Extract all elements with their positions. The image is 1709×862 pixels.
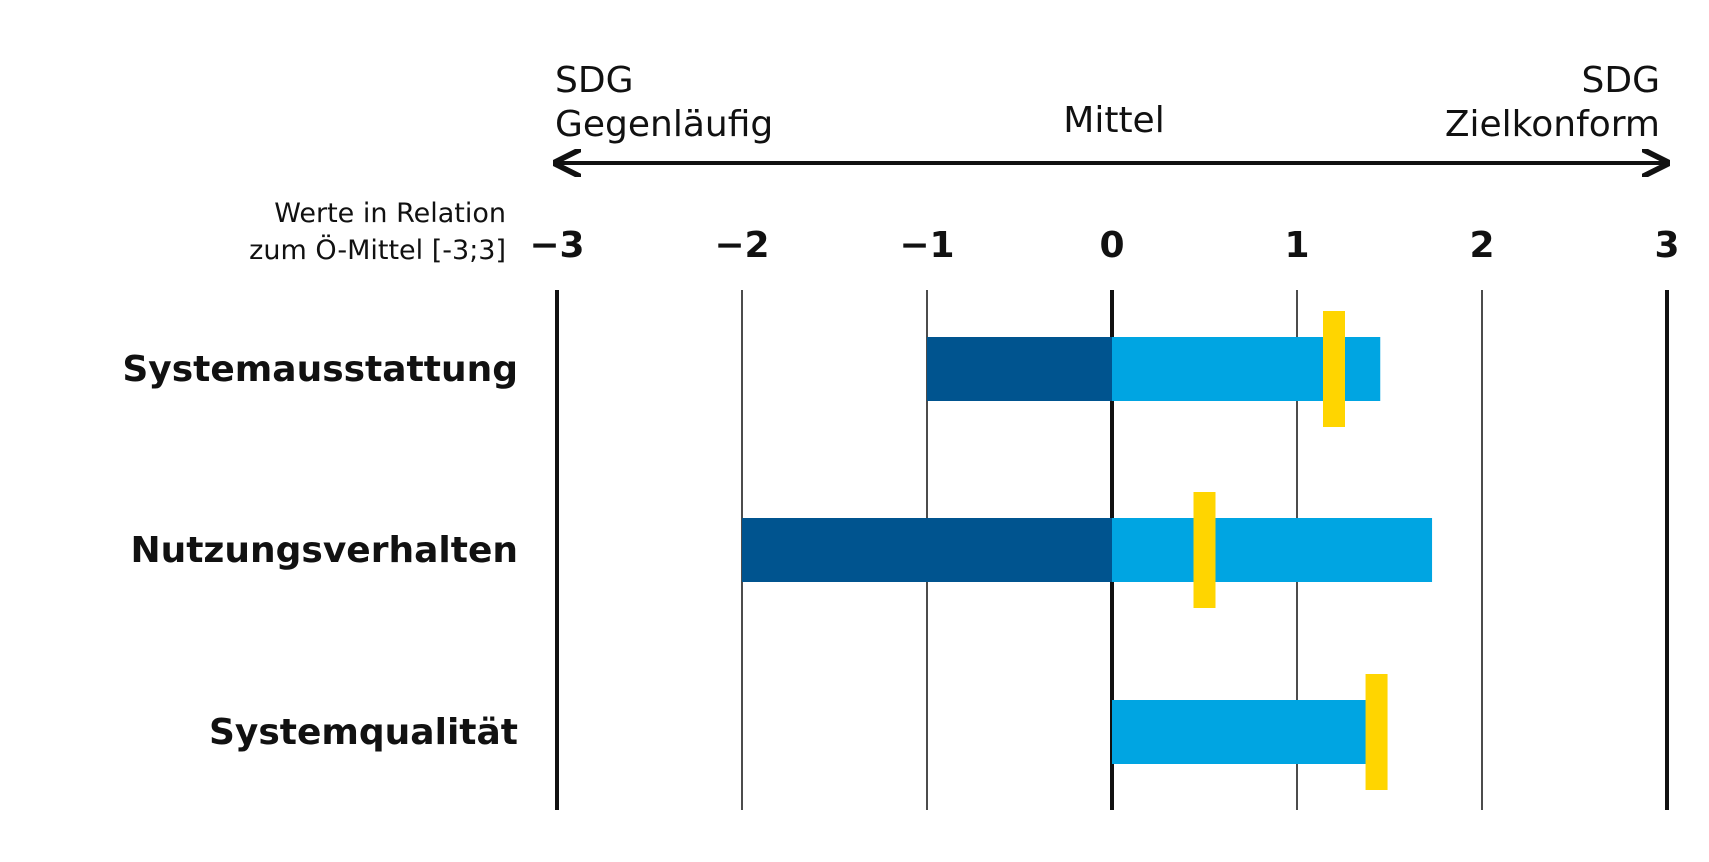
x-tick-label: 3 (1654, 225, 1679, 266)
bar-positive (1112, 518, 1433, 582)
axis-note-line1: Werte in Relation (274, 198, 506, 229)
x-tick-label: −3 (529, 225, 584, 266)
bar-negative (927, 337, 1112, 401)
x-tick-label: −1 (899, 225, 954, 266)
x-tick-label: −2 (714, 225, 769, 266)
value-marker (1193, 492, 1216, 608)
bar-negative (742, 518, 1112, 582)
x-tick-labels: −3 −2 −1 0 1 2 3 (529, 225, 1679, 266)
x-tick-label: 1 (1284, 225, 1309, 266)
bar-positive (1112, 700, 1368, 764)
header-left-line1: SDG (555, 60, 633, 101)
value-marker (1323, 311, 1345, 427)
header-center: Mittel (1063, 100, 1164, 141)
x-tick-label: 0 (1099, 225, 1124, 266)
value-markers (1193, 311, 1388, 790)
value-marker (1365, 674, 1388, 790)
category-label: Nutzungsverhalten (130, 530, 518, 571)
header-right-line1: SDG (1582, 60, 1660, 101)
header-left-line2: Gegenläufig (555, 104, 773, 145)
category-label: Systemqualität (209, 712, 518, 753)
x-tick-label: 2 (1469, 225, 1494, 266)
category-label: Systemausstattung (122, 349, 518, 390)
header-right-line2: Zielkonform (1445, 104, 1660, 145)
category-labels: Systemausstattung Nutzungsverhalten System… (122, 349, 518, 753)
axis-note-line2: zum Ö-Mittel [-3;3] (249, 234, 506, 266)
